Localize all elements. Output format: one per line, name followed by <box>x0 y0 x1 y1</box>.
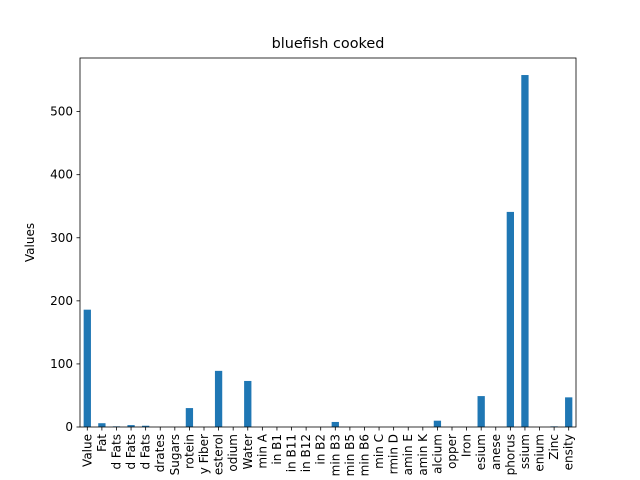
bar-0 <box>83 309 91 427</box>
bar-30 <box>521 75 529 428</box>
bar-series <box>83 75 573 428</box>
x-tick-label: ssium <box>518 434 532 469</box>
x-tick-label: rmin D <box>387 434 401 474</box>
y-tick-label: 400 <box>50 168 73 182</box>
x-axis-ticks: Value Fat d Fats d Fats d Fats drates Sugars ro… <box>80 427 576 476</box>
x-tick-label: in B2 <box>314 434 328 465</box>
chart-title: bluefish cooked <box>272 36 385 52</box>
x-tick-label: Sugars <box>168 434 182 475</box>
plot-area-frame <box>79 57 577 428</box>
bar-3 <box>127 425 135 427</box>
bar-7 <box>185 408 194 427</box>
y-axis-label: Values <box>23 223 37 262</box>
bar-27 <box>477 396 485 427</box>
x-tick-label: esium <box>474 434 488 470</box>
x-tick-label: Fat <box>95 434 109 452</box>
x-tick-label: min B5 <box>343 434 357 476</box>
x-tick-label: y Fiber <box>197 434 211 474</box>
x-tick-label: min A <box>255 433 269 468</box>
bar-24 <box>433 420 442 427</box>
x-tick-label: in B11 <box>285 434 299 472</box>
bar-17 <box>331 421 339 427</box>
x-tick-label: ensity <box>562 434 576 470</box>
x-tick-label: Zinc <box>547 434 561 460</box>
x-tick-label: min B6 <box>357 434 371 476</box>
bar-1 <box>98 423 106 427</box>
x-tick-label: drates <box>153 434 167 472</box>
x-tick-label: rotein <box>182 434 196 469</box>
x-tick-label: Water <box>241 434 255 470</box>
x-tick-label: opper <box>445 434 459 469</box>
bar-11 <box>244 380 252 427</box>
bar-9 <box>214 370 223 427</box>
bar-4 <box>142 425 150 427</box>
x-tick-label: d Fats <box>139 434 153 470</box>
x-tick-label: amin K <box>416 433 430 476</box>
y-tick-label: 300 <box>50 231 73 245</box>
x-tick-label: d Fats <box>109 434 123 470</box>
y-tick-label: 200 <box>50 294 73 308</box>
x-tick-label: anese <box>489 434 503 470</box>
x-tick-label: Value <box>80 434 94 467</box>
y-axis-ticks: 0 100 200 300 400 500 <box>50 105 80 434</box>
y-tick-label: 500 <box>50 105 73 119</box>
x-tick-label: phorus <box>503 434 517 475</box>
x-tick-label: min B3 <box>328 434 342 476</box>
x-tick-label: esterol <box>212 434 226 475</box>
x-tick-label: odium <box>226 434 240 472</box>
x-tick-label: amin E <box>401 434 415 475</box>
x-tick-label: min C <box>372 434 386 469</box>
x-tick-label: in B1 <box>270 434 284 465</box>
x-tick-label: Iron <box>460 434 474 457</box>
y-tick-label: 100 <box>50 357 73 371</box>
x-tick-label: enium <box>533 434 547 472</box>
bar-33 <box>565 397 573 427</box>
x-tick-label: d Fats <box>124 434 138 470</box>
x-tick-label: alcium <box>430 434 444 474</box>
y-tick-label: 0 <box>65 420 73 434</box>
x-tick-label: in B12 <box>299 434 313 472</box>
bar-29 <box>506 211 514 427</box>
